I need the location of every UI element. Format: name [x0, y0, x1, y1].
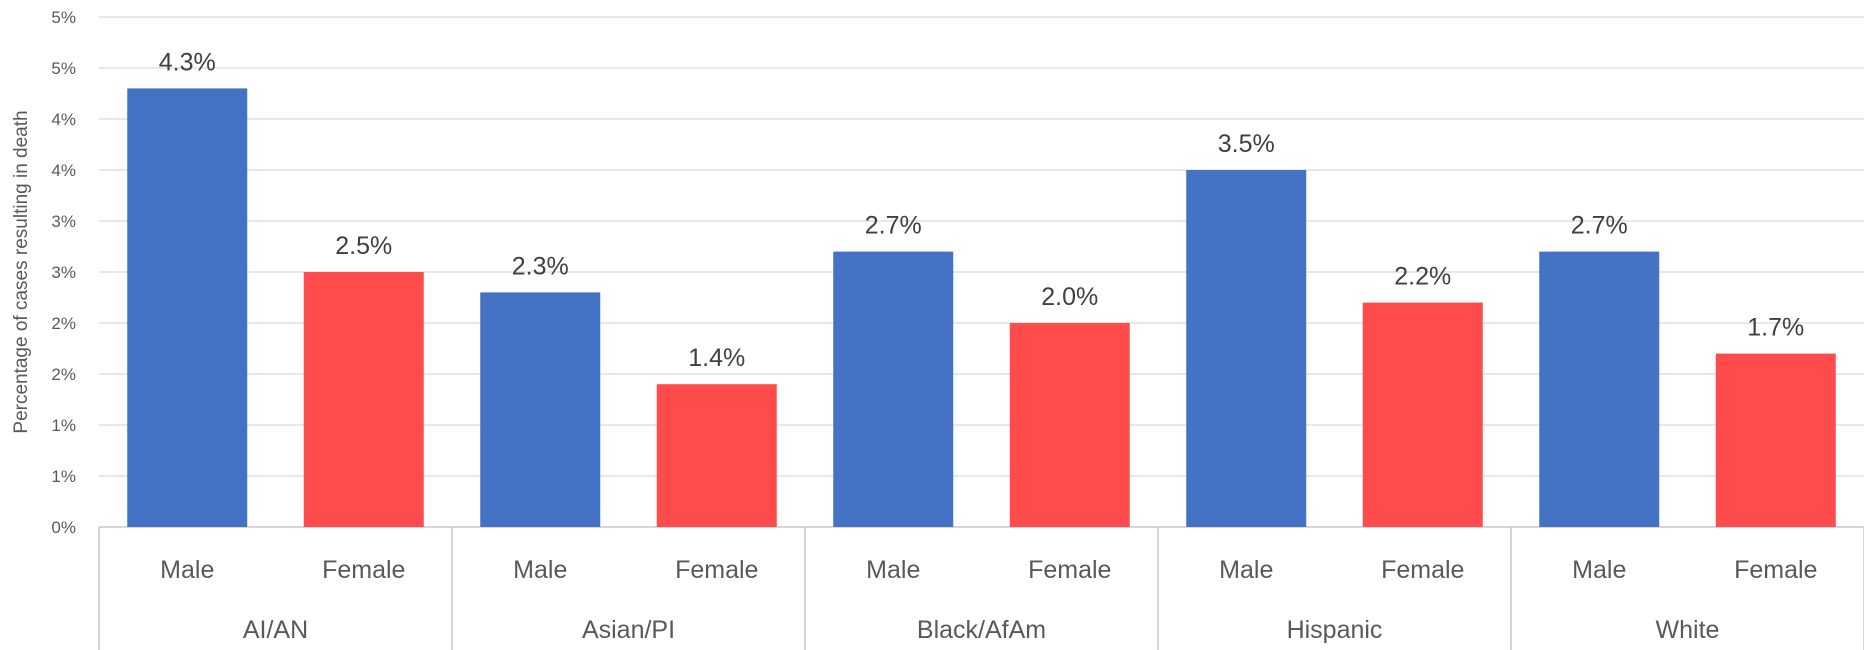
- bar-hispanic-female: [1362, 302, 1483, 527]
- sex-category-label: Female: [1734, 556, 1817, 584]
- sex-category-label: Male: [513, 556, 567, 584]
- y-tick-label: 3%: [51, 212, 76, 231]
- y-tick-label: 1%: [51, 467, 76, 486]
- bar-asian-pi-female: [656, 384, 777, 527]
- data-label: 2.7%: [1571, 212, 1628, 240]
- y-tick-label: 4%: [51, 161, 76, 180]
- data-label: 1.4%: [688, 344, 745, 372]
- y-tick-label: 5%: [51, 8, 76, 27]
- y-tick-label: 3%: [51, 263, 76, 282]
- data-label: 2.2%: [1394, 263, 1451, 291]
- group-category-label: White: [1656, 616, 1720, 644]
- x-axis-categories: Male Female AI/AN Male Female Asian/PI Male Fem…: [98, 527, 1864, 650]
- y-axis-title: Percentage of cases resulting in death: [11, 110, 32, 433]
- data-label: 3.5%: [1218, 130, 1275, 158]
- bars: [127, 88, 1836, 528]
- data-label: 4.3%: [159, 48, 216, 76]
- y-tick-label: 4%: [51, 110, 76, 129]
- bar-white-male: [1539, 251, 1660, 527]
- bar-white-female: [1715, 353, 1836, 527]
- data-label: 1.7%: [1747, 314, 1804, 342]
- sex-category-label: Female: [322, 556, 405, 584]
- bar-black-afam-female: [1009, 323, 1130, 527]
- y-tick-label: 1%: [51, 416, 76, 435]
- sex-category-label: Male: [160, 556, 214, 584]
- group-category-label: AI/AN: [243, 616, 308, 644]
- y-tick-label: 5%: [51, 59, 76, 78]
- sex-category-label: Male: [1219, 556, 1273, 584]
- bar-asian-pi-male: [480, 292, 601, 527]
- sex-category-label: Female: [675, 556, 758, 584]
- data-label: 2.7%: [865, 212, 922, 240]
- y-tick-label: 2%: [51, 314, 76, 333]
- data-label: 2.3%: [512, 252, 569, 280]
- bar-hispanic-male: [1186, 170, 1307, 527]
- group-category-label: Hispanic: [1287, 616, 1383, 644]
- y-tick-label: 2%: [51, 365, 76, 384]
- bar-ai-an-female: [303, 272, 424, 527]
- y-axis-ticks: 0% 1% 1% 2% 2% 3% 3% 4% 4% 5% 5%: [51, 8, 76, 537]
- bar-black-afam-male: [833, 251, 954, 527]
- bar-ai-an-male: [127, 88, 248, 528]
- y-tick-label: 0%: [51, 518, 76, 537]
- group-category-label: Black/AfAm: [917, 616, 1046, 644]
- sex-category-label: Male: [1572, 556, 1626, 584]
- data-label: 2.0%: [1041, 283, 1098, 311]
- data-label: 2.5%: [335, 232, 392, 260]
- sex-category-label: Female: [1028, 556, 1111, 584]
- data-labels: 4.3% 2.5% 2.3% 1.4% 2.7% 2.0% 3.5% 2.2% 2.7% 1.7%: [159, 48, 1804, 372]
- sex-category-label: Male: [866, 556, 920, 584]
- group-category-label: Asian/PI: [582, 616, 675, 644]
- sex-category-label: Female: [1381, 556, 1464, 584]
